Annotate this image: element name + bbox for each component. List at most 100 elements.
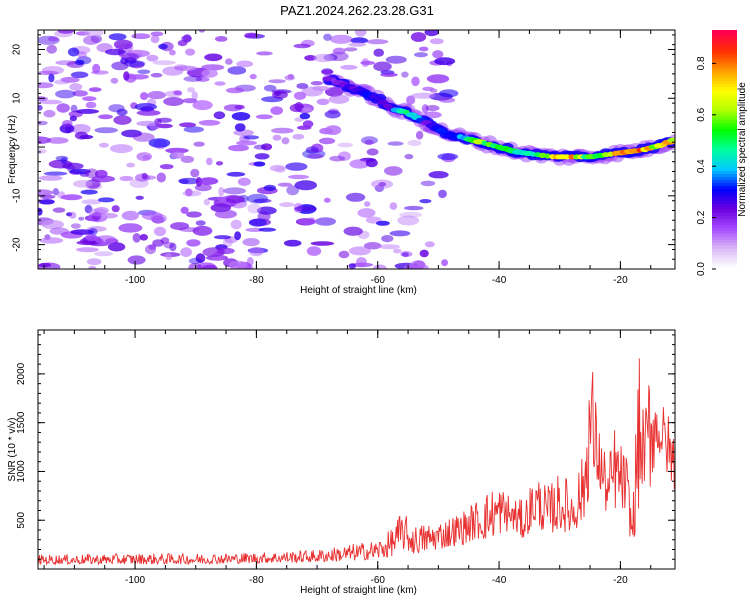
colorbar-tick-label: 0.6: [696, 107, 707, 121]
noise-blob: [101, 213, 118, 219]
colorbar-swatch: [712, 116, 737, 121]
noise-blob: [195, 253, 206, 264]
x-tick-label: -40: [492, 275, 507, 286]
noise-blob: [38, 175, 63, 181]
noise-blob: [75, 108, 100, 114]
noise-blob: [113, 115, 132, 125]
noise-blob: [329, 155, 346, 162]
x-tick-label: -60: [371, 575, 386, 586]
colorbar-swatch: [712, 59, 737, 64]
noise-blob: [80, 172, 90, 177]
colorbar-swatch: [712, 41, 737, 46]
noise-blob: [438, 97, 456, 103]
noise-blob: [370, 179, 394, 189]
noise-blob: [414, 52, 428, 58]
colorbar-swatch: [712, 200, 737, 204]
noise-blob: [49, 227, 69, 235]
noise-blob: [263, 184, 276, 192]
noise-blob: [60, 76, 80, 83]
noise-blob: [411, 92, 436, 99]
figure-title: PAZ1.2024.262.23.28.G31: [280, 3, 434, 18]
noise-blob: [85, 101, 97, 109]
y-tick-label: 1000: [16, 460, 27, 483]
noise-blob: [187, 87, 195, 93]
colorbar-swatch: [712, 92, 737, 97]
noise-blob: [223, 187, 247, 195]
colorbar-swatch: [712, 260, 737, 264]
snr-frame: [37, 329, 676, 570]
noise-blob: [186, 211, 202, 218]
noise-blob: [248, 218, 267, 227]
x-tick-label: -80: [249, 275, 264, 286]
colorbar-swatch: [712, 35, 737, 40]
colorbar-swatch: [712, 32, 737, 37]
noise-blob: [313, 53, 335, 63]
noise-blob: [199, 177, 219, 185]
noise-blob: [253, 161, 266, 167]
noise-blob: [132, 233, 141, 243]
x-tick-label: -20: [613, 275, 628, 286]
noise-blob: [109, 144, 133, 154]
noise-blob: [217, 196, 227, 202]
y-tick-label: 500: [16, 511, 27, 528]
noise-blob: [258, 227, 277, 232]
colorbar-swatch: [712, 30, 737, 34]
noise-blob: [169, 242, 177, 252]
colorbar-tick-label: 0.2: [696, 210, 707, 224]
colorbar-swatch: [712, 47, 737, 52]
spectrogram-blobs: [38, 30, 675, 269]
noise-blob: [343, 226, 363, 236]
noise-blob: [389, 202, 398, 210]
colorbar-swatch: [712, 233, 737, 237]
colorbar-swatch: [712, 239, 737, 243]
noise-blob: [67, 47, 80, 57]
noise-blob: [236, 60, 254, 68]
noise-blob: [55, 89, 76, 99]
colorbar-swatch: [712, 38, 737, 43]
noise-blob: [92, 63, 101, 74]
noise-blob: [38, 262, 51, 268]
noise-blob: [70, 229, 95, 235]
noise-blob: [185, 48, 196, 56]
noise-blob: [119, 175, 134, 182]
noise-blob: [38, 70, 59, 76]
noise-blob: [180, 155, 195, 163]
noise-blob: [422, 86, 434, 91]
noise-blob: [406, 95, 416, 105]
colorbar-swatch: [712, 224, 737, 228]
noise-blob: [429, 38, 444, 45]
noise-blob: [191, 91, 198, 101]
noise-blob: [54, 79, 70, 85]
noise-blob: [136, 109, 161, 116]
noise-blob: [356, 257, 367, 267]
noise-blob: [84, 30, 104, 37]
noise-blob: [39, 99, 63, 105]
noise-blob: [279, 202, 295, 208]
noise-blob: [373, 48, 385, 57]
noise-blob: [186, 239, 201, 247]
ridge-core: [538, 152, 547, 158]
noise-blob: [202, 247, 225, 257]
noise-blob: [83, 35, 100, 45]
colorbar-swatch: [712, 125, 737, 130]
colorbar-swatch: [712, 227, 737, 231]
noise-blob: [38, 82, 54, 89]
noise-blob: [228, 260, 248, 269]
colorbar-swatch: [712, 149, 737, 154]
noise-blob: [348, 246, 371, 256]
noise-blob: [76, 247, 99, 253]
noise-blob: [52, 207, 66, 213]
noise-blob: [152, 60, 176, 66]
ridge-core: [369, 93, 377, 99]
noise-blob: [131, 33, 151, 40]
noise-blob: [107, 242, 126, 252]
noise-blob: [183, 126, 204, 133]
noise-blob: [228, 144, 249, 152]
colorbar-tick-label: 0.4: [696, 159, 707, 173]
noise-blob: [277, 182, 293, 187]
ridge-core: [374, 95, 381, 101]
noise-blob: [46, 44, 57, 54]
noise-blob: [215, 161, 224, 166]
noise-blob: [364, 201, 371, 207]
noise-blob: [192, 100, 213, 111]
